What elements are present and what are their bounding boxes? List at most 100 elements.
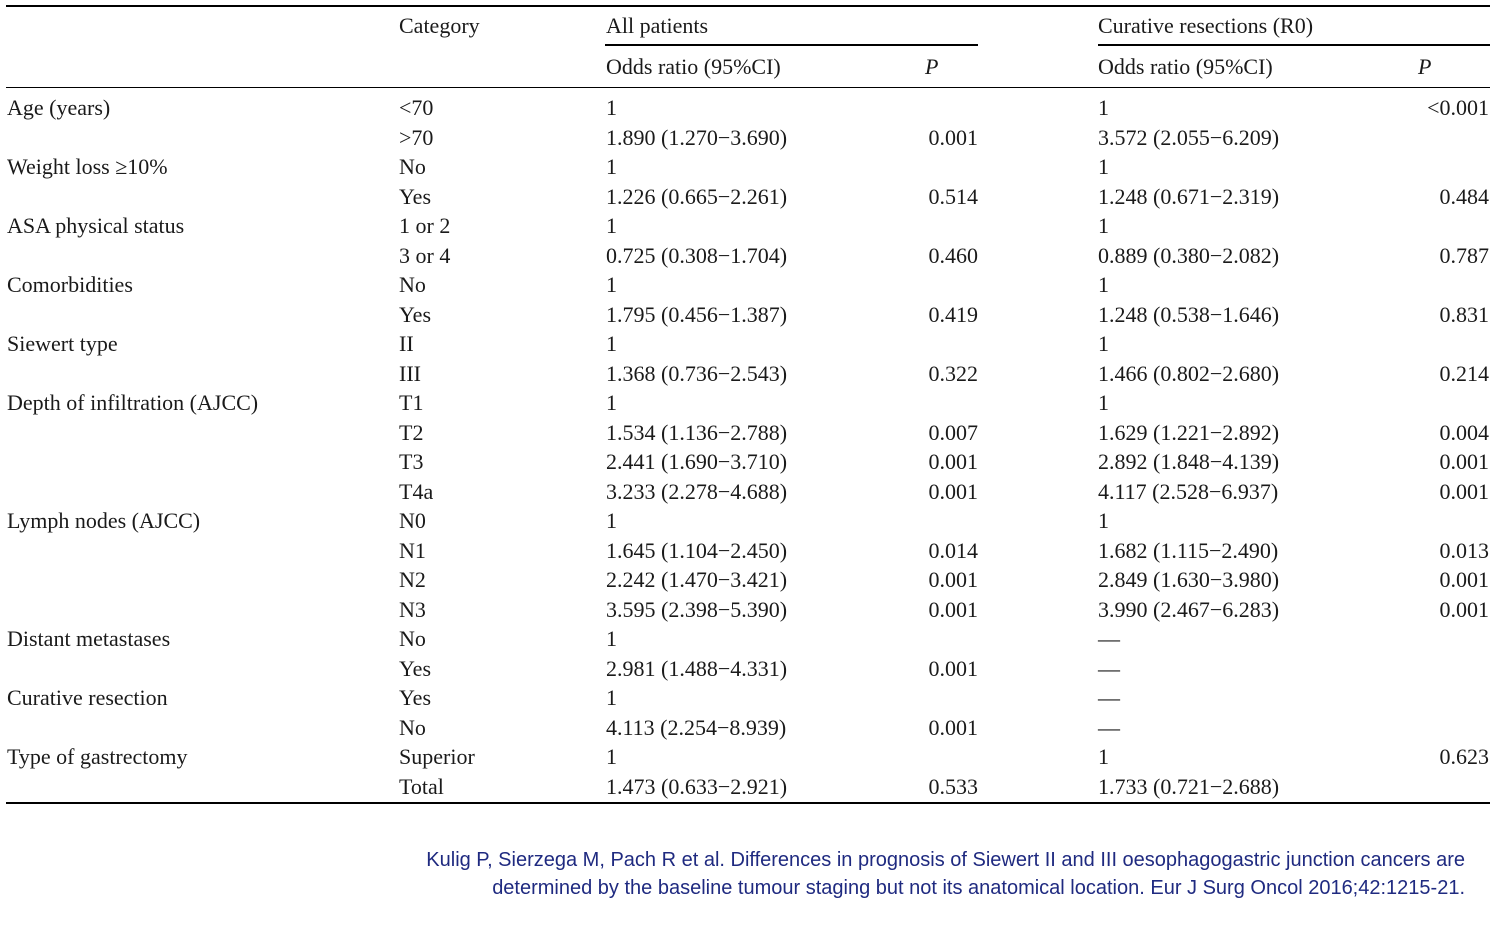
p-value-all-cell: 0.322 — [928, 361, 979, 386]
odds-ratio-all-cell: 0.725 (0.308−1.704) — [606, 243, 788, 268]
category-cell: T2 — [399, 420, 424, 445]
odds-ratio-curative-cell: 1 — [1098, 331, 1109, 356]
p-value-all-cell: 0.001 — [928, 125, 979, 150]
odds-ratio-curative-cell: — — [1098, 656, 1120, 681]
header-curative-resections: Curative resections (R0) — [1098, 13, 1314, 38]
category-cell: II — [399, 331, 414, 356]
odds-ratio-curative-cell: 1 — [1098, 272, 1109, 297]
odds-ratio-curative-cell: 1.682 (1.115−2.490) — [1098, 538, 1279, 563]
odds-ratio-curative-cell: 1.248 (0.538−1.646) — [1098, 302, 1280, 327]
odds-ratio-all-cell: 2.981 (1.488−4.331) — [606, 656, 788, 681]
category-cell: No — [399, 272, 426, 297]
p-value-curative-cell: 0.484 — [1439, 184, 1490, 209]
variable-cell: Comorbidities — [7, 272, 133, 297]
odds-ratio-curative-cell: — — [1098, 715, 1120, 740]
variable-cell: ASA physical status — [7, 213, 185, 238]
category-cell: Yes — [399, 685, 432, 710]
p-value-curative-cell: 0.214 — [1439, 361, 1490, 386]
odds-ratio-curative-cell: 4.117 (2.528−6.937) — [1098, 479, 1279, 504]
odds-ratio-curative-cell: 2.849 (1.630−3.980) — [1098, 567, 1280, 592]
header-odds-ratio-all: Odds ratio (95%CI) — [606, 54, 781, 79]
header-p-all: P — [925, 54, 939, 79]
odds-ratio-curative-cell: 1 — [1098, 390, 1109, 415]
category-cell: N2 — [399, 567, 426, 592]
p-value-all-cell: 0.001 — [928, 715, 979, 740]
odds-ratio-all-cell: 2.441 (1.690−3.710) — [606, 449, 788, 474]
variable-cell: Depth of infiltration (AJCC) — [7, 390, 259, 415]
p-value-all-cell: 0.001 — [928, 479, 979, 504]
category-cell: >70 — [399, 125, 434, 150]
odds-ratio-curative-cell: 3.572 (2.055−6.209) — [1098, 125, 1280, 150]
odds-ratio-all-cell: 3.233 (2.278−4.688) — [606, 479, 788, 504]
category-cell: T4a — [399, 479, 434, 504]
all-patients-underline — [605, 44, 978, 46]
category-cell: Yes — [399, 302, 432, 327]
odds-ratio-all-cell: 1 — [606, 626, 617, 651]
category-cell: <70 — [399, 95, 434, 120]
p-value-all-cell: 0.001 — [928, 449, 979, 474]
category-cell: 1 or 2 — [399, 213, 451, 238]
header-odds-ratio-curative: Odds ratio (95%CI) — [1098, 54, 1273, 79]
header-bottom-rule — [6, 87, 1490, 88]
category-cell: Yes — [399, 184, 432, 209]
variable-cell: Type of gastrectomy — [7, 744, 188, 769]
odds-ratio-curative-cell: 1 — [1098, 744, 1109, 769]
p-value-all-cell: 0.001 — [928, 597, 979, 622]
category-cell: T1 — [399, 390, 424, 415]
category-cell: Superior — [399, 744, 475, 769]
citation-line-2: determined by the baseline tumour stagin… — [492, 877, 1465, 899]
odds-ratio-all-cell: 1 — [606, 272, 617, 297]
odds-ratio-all-cell: 1 — [606, 508, 617, 533]
category-cell: No — [399, 626, 426, 651]
citation-line-1: Kulig P, Sierzega M, Pach R et al. Diffe… — [426, 849, 1465, 871]
header-p-curative: P — [1418, 54, 1432, 79]
curative-underline — [1098, 44, 1490, 46]
category-cell: 3 or 4 — [399, 243, 451, 268]
variable-cell: Siewert type — [7, 331, 118, 356]
p-value-all-cell: 0.460 — [928, 243, 979, 268]
odds-ratio-all-cell: 3.595 (2.398−5.390) — [606, 597, 788, 622]
odds-ratio-curative-cell: 2.892 (1.848−4.139) — [1098, 449, 1280, 474]
table-top-rule — [6, 5, 1490, 7]
odds-ratio-all-cell: 1.473 (0.633−2.921) — [606, 774, 788, 799]
p-value-all-cell: 0.001 — [928, 656, 979, 681]
variable-cell: Weight loss ≥10% — [7, 154, 168, 179]
odds-ratio-all-cell: 1.645 (1.104−2.450) — [606, 538, 788, 563]
odds-ratio-all-cell: 1.368 (0.736−2.543) — [606, 361, 788, 386]
p-value-all-cell: 0.014 — [928, 538, 979, 563]
p-value-all-cell: 0.007 — [928, 420, 979, 445]
category-cell: N1 — [399, 538, 426, 563]
odds-ratio-all-cell: 1 — [606, 154, 617, 179]
odds-ratio-curative-cell: 1.733 (0.721−2.688) — [1098, 774, 1280, 799]
category-cell: Total — [399, 774, 444, 799]
odds-ratio-curative-cell: 1.629 (1.221−2.892) — [1098, 420, 1280, 445]
odds-ratio-curative-cell: 1 — [1098, 213, 1109, 238]
odds-ratio-curative-cell: 1 — [1098, 95, 1109, 120]
p-value-curative-cell: 0.013 — [1439, 538, 1490, 563]
odds-ratio-curative-cell: 0.889 (0.380−2.082) — [1098, 243, 1280, 268]
p-value-curative-cell: 0.623 — [1439, 744, 1490, 769]
odds-ratio-curative-cell: — — [1098, 685, 1120, 710]
odds-ratio-all-cell: 1.534 (1.136−2.788) — [606, 420, 788, 445]
odds-ratio-all-cell: 1.795 (0.456−1.387) — [606, 302, 788, 327]
category-cell: N0 — [399, 508, 426, 533]
category-cell: T3 — [399, 449, 424, 474]
header-category: Category — [399, 13, 480, 38]
odds-ratio-curative-cell: 1 — [1098, 508, 1109, 533]
odds-ratio-all-cell: 1 — [606, 390, 617, 415]
header-all-patients: All patients — [606, 13, 709, 38]
p-value-all-cell: 0.533 — [928, 774, 979, 799]
p-value-curative-cell: 0.001 — [1439, 479, 1490, 504]
p-value-all-cell: 0.001 — [928, 567, 979, 592]
category-cell: No — [399, 715, 426, 740]
p-value-all-cell: 0.419 — [928, 302, 979, 327]
odds-ratio-curative-cell: 1 — [1098, 154, 1109, 179]
citation: Kulig P, Sierzega M, Pach R et al. Diffe… — [165, 846, 1465, 902]
odds-ratio-all-cell: 1 — [606, 213, 617, 238]
odds-ratio-all-cell: 1 — [606, 744, 617, 769]
category-cell: Yes — [399, 656, 432, 681]
category-cell: No — [399, 154, 426, 179]
p-value-curative-cell: <0.001 — [1427, 95, 1489, 120]
variable-cell: Age (years) — [7, 95, 111, 120]
variable-cell: Lymph nodes (AJCC) — [7, 508, 201, 533]
